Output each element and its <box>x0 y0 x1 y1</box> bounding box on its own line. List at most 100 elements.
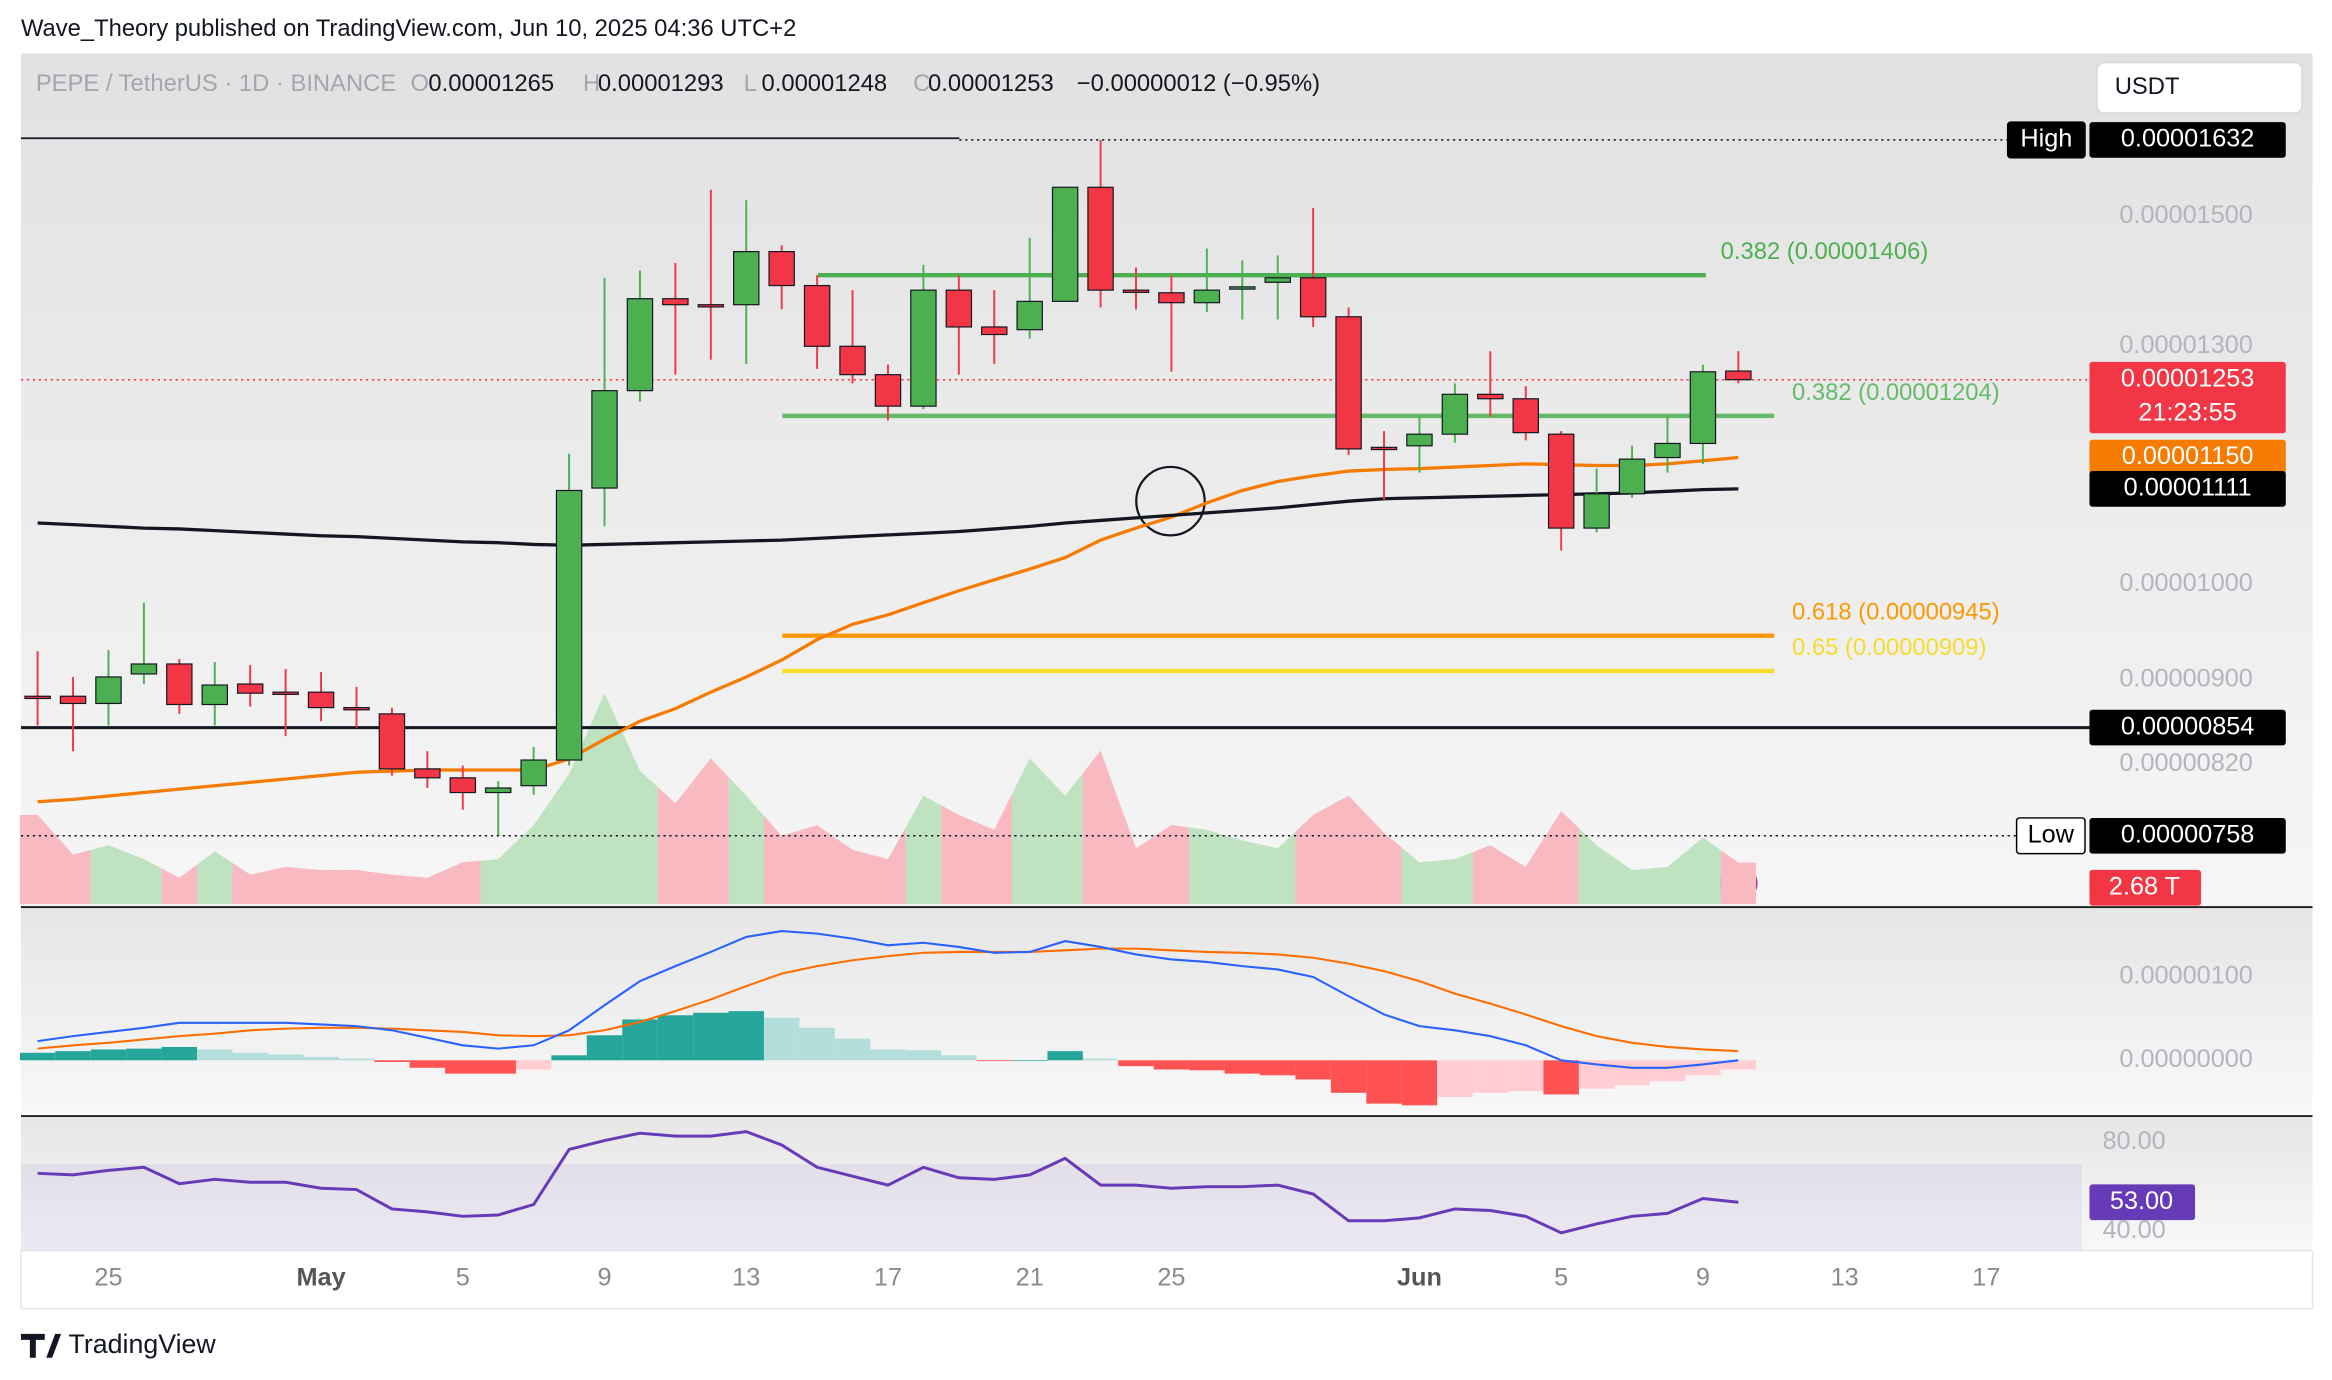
time-axis <box>20 1249 2314 1310</box>
attribution: Wave_Theory published on TradingView.com… <box>21 15 796 42</box>
volume-area <box>551 733 587 905</box>
volume-area <box>763 815 800 905</box>
price-tag-label: 0.00001150 <box>2122 442 2254 470</box>
volume-area <box>1366 814 1402 905</box>
volume-area <box>19 814 56 905</box>
volume-area <box>586 693 623 905</box>
macd-histogram-bar <box>197 1049 233 1061</box>
currency-button[interactable] <box>2096 61 2303 114</box>
price-tag <box>2089 439 2286 476</box>
volume-area <box>1437 852 1473 905</box>
candle-body <box>910 289 937 407</box>
volume-area <box>161 864 198 905</box>
candle-body <box>166 663 193 706</box>
macd-histogram-bar <box>1011 1060 1048 1062</box>
macd-histogram-bar <box>870 1049 906 1061</box>
volume-area <box>232 863 268 905</box>
extreme-name: Low <box>2028 820 2075 848</box>
volume-area <box>1649 852 1686 905</box>
candle-body <box>343 707 370 711</box>
macd-histogram-bar <box>515 1060 552 1070</box>
y-tick-label: 0.00001300 <box>2119 331 2252 359</box>
rsi-tag <box>2089 1184 2196 1221</box>
price-pane <box>20 53 2313 908</box>
candle-body <box>733 251 760 306</box>
volume-area <box>1011 758 1048 905</box>
macd-histogram-bar <box>1401 1060 1438 1106</box>
macd-histogram-bar <box>1437 1060 1473 1097</box>
ohlc-value: 0.00001253 <box>928 70 1054 97</box>
volume-area <box>1508 839 1544 905</box>
candle-body <box>1229 286 1256 290</box>
x-tick-label: 13 <box>732 1264 760 1292</box>
annotation-circle <box>1135 465 1206 537</box>
x-tick-label: May <box>296 1264 345 1292</box>
macd-pane <box>20 908 2313 1116</box>
rsi-tag-label: 53.00 <box>2110 1187 2173 1215</box>
volume-area <box>126 852 162 905</box>
candle-body <box>803 284 831 347</box>
volume-area <box>1401 847 1438 905</box>
y-tick-label: 0.00000900 <box>2119 665 2252 693</box>
candle-body <box>839 345 866 376</box>
x-tick-label: Jun <box>1397 1264 1442 1292</box>
macd-histogram-bar <box>1649 1060 1686 1082</box>
candle-body <box>1689 371 1717 445</box>
candle-body <box>201 684 229 706</box>
macd-histogram-bar <box>1614 1060 1650 1086</box>
candle-body <box>626 298 654 392</box>
macd-histogram-bar <box>799 1027 835 1061</box>
macd-histogram-bar <box>763 1017 800 1061</box>
rsi-line <box>37 1130 1739 1235</box>
candle-body <box>449 777 477 794</box>
volume-area <box>905 795 942 905</box>
candle-body <box>95 676 122 705</box>
fib-label: 0.618 (0.00000945) <box>1792 599 2000 626</box>
candle-body <box>555 489 583 761</box>
macd-histogram-bar <box>1720 1060 1757 1070</box>
volume-area <box>1189 827 1225 905</box>
x-tick-label: 17 <box>874 1264 902 1292</box>
candle-body <box>697 304 725 308</box>
macd-histogram-bar <box>267 1054 304 1061</box>
volume-area <box>1685 837 1721 905</box>
extreme-name-box <box>2006 121 2086 159</box>
x-tick-label: 25 <box>1157 1264 1185 1292</box>
volume-area <box>728 776 764 905</box>
currency[interactable]: USDT <box>2115 73 2180 100</box>
volume-area <box>1260 831 1296 905</box>
candle-body <box>1264 277 1291 283</box>
volume-area <box>374 872 410 905</box>
x-tick-label: 21 <box>1016 1264 1044 1292</box>
fib-label: 0.382 (0.00001204) <box>1792 379 2000 406</box>
fib-label: 0.65 (0.00000909) <box>1792 634 1986 661</box>
x-tick-label: 25 <box>94 1264 122 1292</box>
candle-body <box>1725 370 1752 381</box>
candle-body <box>59 695 87 705</box>
price-tag <box>2089 361 2286 434</box>
volume-tag-label: 2.68 T <box>2109 872 2180 900</box>
rsi-tick-label: 40.00 <box>2102 1216 2165 1244</box>
macd-histogram-bar <box>1153 1060 1190 1070</box>
volume-area <box>338 870 375 905</box>
candle-body <box>24 695 51 700</box>
signal-line <box>37 947 1739 1053</box>
candle-body <box>1370 446 1398 451</box>
candle-body <box>1654 442 1681 459</box>
candle-body <box>591 390 618 489</box>
x-tick-label: 13 <box>1831 1264 1859 1292</box>
rsi-tick-label: 80.00 <box>2102 1127 2165 1155</box>
macd-histogram-bar <box>19 1052 56 1061</box>
rsi-band <box>20 1164 2083 1251</box>
volume-area <box>1543 811 1579 905</box>
macd-histogram-bar <box>693 1012 729 1061</box>
macd-histogram-bar <box>1260 1060 1296 1076</box>
candle-body <box>1406 433 1433 447</box>
candle-body <box>414 768 441 779</box>
macd-histogram-bar <box>1543 1060 1579 1095</box>
rsi-pane <box>20 1116 2313 1251</box>
candle-body <box>1122 289 1150 293</box>
candle-body <box>981 326 1008 336</box>
volume-area <box>267 866 304 905</box>
y-tick-label: 0.00001000 <box>2119 569 2252 597</box>
